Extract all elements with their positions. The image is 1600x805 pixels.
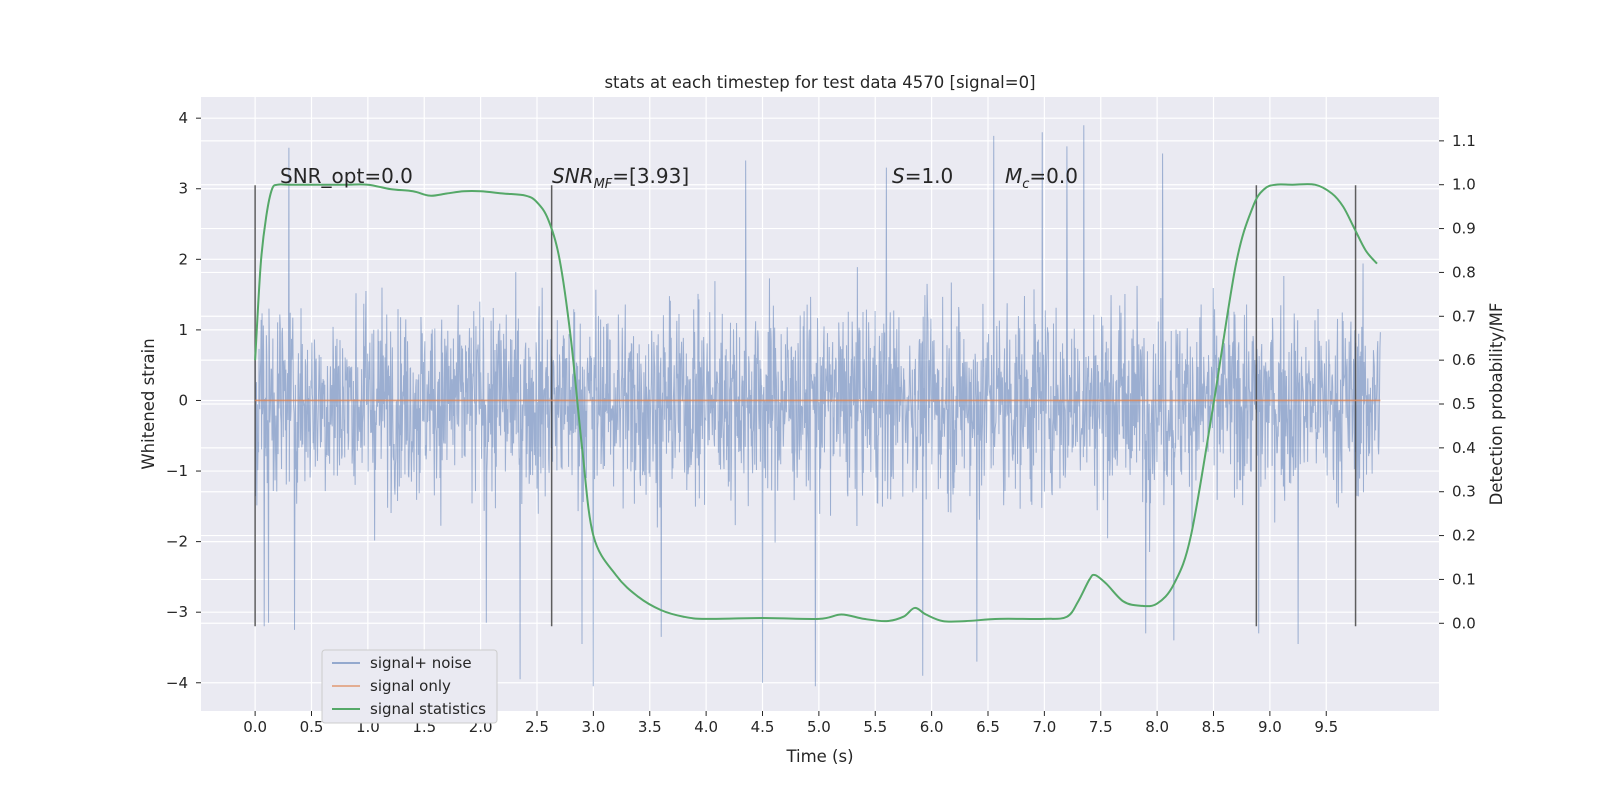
noise-layer bbox=[254, 125, 1381, 687]
x-tick-label-5: 2.5 bbox=[525, 718, 549, 736]
x-tick-label-0: 0.0 bbox=[243, 718, 267, 736]
x-tick-label-7: 3.5 bbox=[638, 718, 662, 736]
y-right-tick-label-8: 0.8 bbox=[1452, 263, 1476, 281]
y-right-tick-label-5: 0.5 bbox=[1452, 395, 1476, 413]
annotations: SNR_opt=0.0 SNRMF=[3.93] S=1.0 Mc=0.0 bbox=[280, 164, 1078, 192]
y-left-tick-label-0: −4 bbox=[166, 674, 188, 692]
annotation-s-value: =1.0 bbox=[905, 164, 954, 188]
x-tick-label-19: 9.5 bbox=[1314, 718, 1338, 736]
y-axis-label-left: Whitened strain bbox=[139, 338, 158, 469]
y-left-tick-label-1: −3 bbox=[166, 603, 188, 621]
y-right-tick-label-11: 1.1 bbox=[1452, 132, 1476, 150]
y-left-tick-label-5: 1 bbox=[178, 321, 188, 339]
y-right-tick-label-1: 0.1 bbox=[1452, 570, 1476, 588]
annotation-snr-opt: SNR_opt=0.0 bbox=[280, 164, 413, 188]
series-signal-noise-line bbox=[254, 125, 1381, 687]
legend-label-signal-statistics: signal statistics bbox=[370, 700, 486, 718]
x-tick-label-13: 6.5 bbox=[976, 718, 1000, 736]
annotation-s: S=1.0 bbox=[892, 164, 953, 188]
y-right-tick-label-4: 0.4 bbox=[1452, 439, 1476, 457]
x-tick-label-16: 8.0 bbox=[1145, 718, 1169, 736]
legend-label-signal-only: signal only bbox=[370, 677, 451, 695]
x-tick-label-14: 7.0 bbox=[1032, 718, 1056, 736]
x-tick-label-18: 9.0 bbox=[1258, 718, 1282, 736]
y-left-tick-label-3: −1 bbox=[166, 462, 188, 480]
y-right-tick-label-6: 0.6 bbox=[1452, 351, 1476, 369]
tick-layer: 0.0 0.5 1.0 1.5 2.0 2.5 3.0 3.5 4.0 4.5 5.0 5.5 6.0 6… bbox=[166, 109, 1476, 736]
line-layer bbox=[254, 183, 1381, 623]
annotation-mc-sub: c bbox=[1022, 177, 1029, 192]
annotation-mc-main: M bbox=[1005, 164, 1022, 188]
x-tick-label-1: 0.5 bbox=[300, 718, 324, 736]
x-tick-label-17: 8.5 bbox=[1202, 718, 1226, 736]
marker-layer bbox=[254, 185, 1357, 627]
legend-box bbox=[321, 649, 498, 724]
y-right-tick-label-10: 1.0 bbox=[1452, 176, 1476, 194]
y-right-tick-label-3: 0.3 bbox=[1452, 483, 1476, 501]
annotation-snr-mf: SNRMF=[3.93] bbox=[552, 164, 689, 192]
y-left-tick-label-6: 2 bbox=[178, 250, 188, 268]
series-signal-statistics-line bbox=[254, 183, 1378, 623]
y-right-tick-label-9: 0.9 bbox=[1452, 220, 1476, 238]
annotation-snr-mf-main: SNR bbox=[552, 164, 594, 188]
x-tick-label-10: 5.0 bbox=[807, 718, 831, 736]
y-left-tick-label-4: 0 bbox=[178, 391, 188, 409]
annotation-snr-mf-sub: MF bbox=[594, 177, 613, 192]
x-tick-label-9: 4.5 bbox=[751, 718, 775, 736]
legend: signal+ noise signal only signal statist… bbox=[321, 649, 498, 724]
chart-title: stats at each timestep for test data 457… bbox=[604, 73, 1035, 92]
y-right-tick-label-7: 0.7 bbox=[1452, 307, 1476, 325]
x-tick-label-15: 7.5 bbox=[1089, 718, 1113, 736]
y-left-tick-label-2: −2 bbox=[166, 533, 188, 551]
y-axis-label-right: Detection probability/MF bbox=[1487, 303, 1506, 506]
y-left-tick-label-8: 4 bbox=[178, 109, 188, 127]
y-right-tick-label-2: 0.2 bbox=[1452, 527, 1476, 545]
x-tick-label-6: 3.0 bbox=[581, 718, 605, 736]
x-axis-label: Time (s) bbox=[785, 747, 853, 766]
x-tick-label-8: 4.0 bbox=[694, 718, 718, 736]
legend-label-signal-noise: signal+ noise bbox=[370, 654, 472, 672]
y-left-tick-label-7: 3 bbox=[178, 180, 188, 198]
x-tick-label-11: 5.5 bbox=[863, 718, 887, 736]
annotation-mc: Mc=0.0 bbox=[1005, 164, 1078, 192]
annotation-s-main: S bbox=[892, 164, 905, 188]
y-right-tick-label-0: 0.0 bbox=[1452, 614, 1476, 632]
x-tick-label-12: 6.0 bbox=[920, 718, 944, 736]
annotation-mc-value: =0.0 bbox=[1029, 164, 1078, 188]
annotation-snr-mf-value: =[3.93] bbox=[612, 164, 689, 188]
